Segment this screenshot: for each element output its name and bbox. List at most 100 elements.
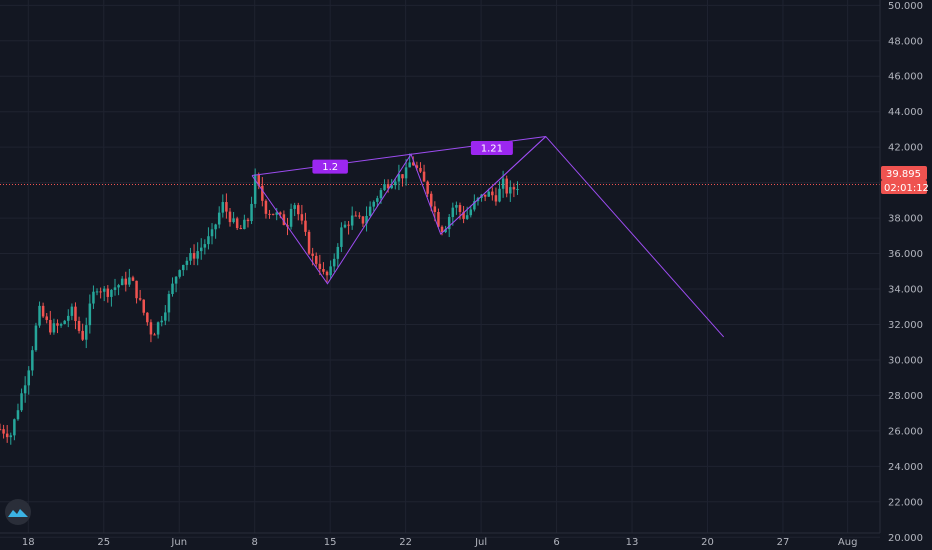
candle <box>235 216 239 230</box>
candle <box>225 193 228 219</box>
candle <box>217 206 221 229</box>
pattern-ratio-leg[interactable] <box>440 136 547 235</box>
candle <box>422 164 426 182</box>
candle <box>376 195 379 207</box>
candle <box>268 209 271 219</box>
candle <box>31 346 34 376</box>
candle <box>95 288 99 296</box>
candle <box>246 217 250 228</box>
countdown-tag-value: 02:01:12 <box>884 183 929 194</box>
candle <box>59 322 63 328</box>
candle <box>404 159 408 186</box>
candle <box>250 196 253 225</box>
grid-layer <box>0 0 880 538</box>
current-price-tag: 39.895 02:01:12 <box>881 166 929 194</box>
candle <box>297 202 300 221</box>
candle <box>135 280 138 304</box>
candle <box>88 294 92 334</box>
candle <box>171 277 174 297</box>
candle <box>92 285 95 309</box>
candle <box>243 214 246 230</box>
candle <box>99 287 102 299</box>
candle <box>185 257 189 271</box>
y-tick-label: 48.000 <box>888 36 923 47</box>
y-tick-label: 24.000 <box>888 462 923 473</box>
candle <box>483 194 487 202</box>
candle <box>9 432 13 445</box>
candle <box>340 222 343 253</box>
logo-circle <box>5 499 31 525</box>
candle <box>23 376 27 403</box>
candle <box>397 164 401 191</box>
candle <box>491 187 494 201</box>
candle <box>56 319 59 334</box>
candle <box>117 283 120 296</box>
x-tick-label: Jul <box>474 537 487 548</box>
candle <box>372 200 375 212</box>
candle <box>167 290 171 322</box>
candle <box>84 317 88 349</box>
candle <box>494 187 498 206</box>
tradingview-logo-button[interactable] <box>5 499 31 525</box>
candle <box>138 289 142 302</box>
candle <box>27 366 31 395</box>
candle <box>13 418 16 441</box>
candle <box>153 332 156 336</box>
candle <box>368 201 372 217</box>
y-tick-label: 44.000 <box>888 107 923 118</box>
candle <box>106 285 110 303</box>
candle <box>329 260 332 279</box>
candle <box>192 244 196 266</box>
candle <box>239 224 243 230</box>
candle <box>501 170 505 198</box>
candle <box>221 194 225 218</box>
candle <box>293 202 296 217</box>
harmonic-pattern[interactable]: 1.2 1.21 <box>251 135 725 338</box>
pattern-ratio-label[interactable]: 1.2 <box>312 159 348 174</box>
candle <box>361 215 365 227</box>
candle <box>275 207 278 221</box>
candle <box>5 425 9 443</box>
candle <box>81 323 84 341</box>
candle <box>210 223 214 245</box>
candle <box>113 278 117 296</box>
candle <box>512 183 516 198</box>
candle <box>498 181 501 203</box>
candle <box>63 319 66 325</box>
candle <box>271 213 275 216</box>
candle <box>261 177 264 207</box>
candle <box>347 221 350 235</box>
candle <box>160 316 163 327</box>
candle <box>164 305 167 326</box>
ratio-label-text: 1.21 <box>481 144 503 155</box>
candle <box>174 276 178 293</box>
candle <box>419 162 422 174</box>
price-tag-bg <box>881 166 927 180</box>
candle <box>350 206 354 230</box>
candle <box>354 211 358 217</box>
y-tick-label: 22.000 <box>888 497 923 508</box>
candle <box>16 403 20 421</box>
y-tick-label: 36.000 <box>888 249 923 260</box>
candle <box>199 238 203 260</box>
candle <box>314 252 318 267</box>
candle <box>207 227 210 250</box>
candle <box>128 268 131 287</box>
candle <box>70 303 74 321</box>
pattern-ratio-label[interactable]: 1.21 <box>470 141 513 156</box>
pattern-zigzag[interactable] <box>251 135 725 338</box>
candle <box>365 206 368 232</box>
candle <box>178 269 181 279</box>
candle <box>253 168 257 208</box>
candle <box>383 179 386 192</box>
y-tick-label: 42.000 <box>888 143 923 154</box>
candle <box>2 424 5 439</box>
candle <box>462 205 465 224</box>
countdown-tag-bg <box>881 180 927 194</box>
candle <box>451 202 455 226</box>
x-tick-label: 15 <box>324 537 337 548</box>
candle <box>77 316 81 334</box>
